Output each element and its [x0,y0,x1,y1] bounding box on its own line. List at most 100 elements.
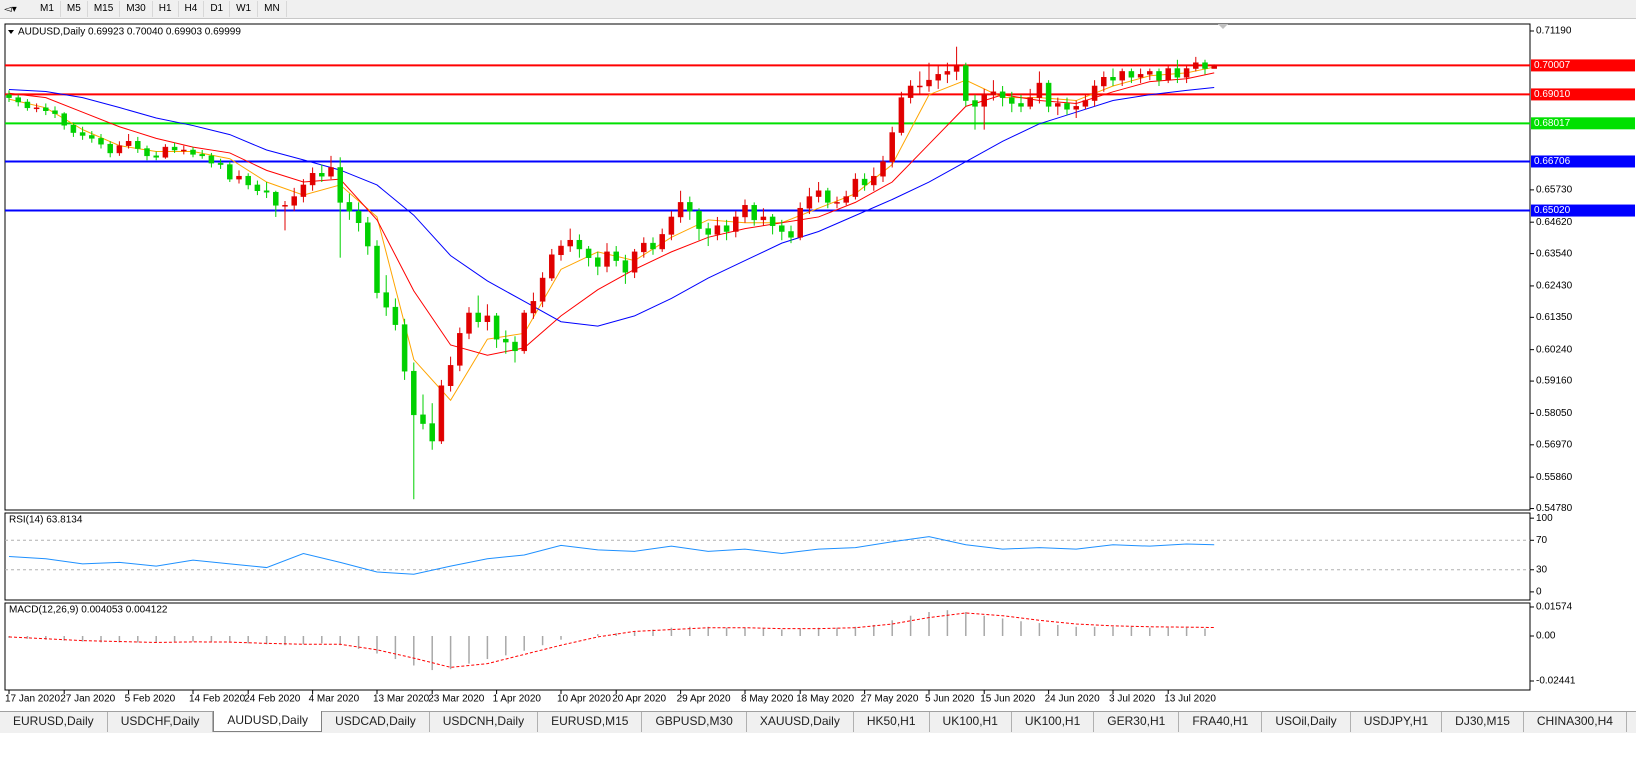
y-tick-label: 0.63540 [1536,248,1573,259]
candle-body [549,254,555,279]
candle-body [374,245,380,293]
chart-tab[interactable]: AUDUSD,Daily [213,711,323,732]
toolbar-icon: ◅▾ [4,3,17,15]
candle-body [595,257,601,267]
chart-tab[interactable]: USOil,Daily [1262,712,1351,732]
candle-body [779,225,785,232]
x-tick-label: 1 Apr 2020 [493,694,542,705]
candle-body [944,71,951,75]
indicator-line [8,536,1215,575]
timeframe-button[interactable]: M30 [120,1,153,17]
y-tick-label: 0.54780 [1536,503,1573,514]
candle-body [889,132,895,162]
candle-body [98,138,104,145]
candle-body [567,239,573,247]
timeframe-button[interactable]: H1 [153,1,179,17]
timeframe-button[interactable]: M15 [88,1,121,17]
chart-tab[interactable]: HK50,H1 [854,712,930,732]
y-tick-label: 30 [1536,564,1548,575]
candle-body [972,100,978,107]
candle-body [438,385,445,442]
candle-body [1119,71,1125,81]
chart-tab[interactable]: FRA40,H1 [1179,712,1263,732]
candle-body [383,292,389,308]
candle-body [291,196,297,206]
timeframe-button[interactable]: D1 [204,1,231,17]
candle-body [843,196,849,203]
chart-tab[interactable]: GBPUSD,M30 [642,712,747,732]
level-label: 0.68017 [1534,118,1571,129]
y-tick-label: 0.64620 [1536,217,1573,228]
chart-tab[interactable]: USDCNH,Daily [430,712,539,732]
y-tick-label: 70 [1536,535,1548,546]
candle-body [24,101,31,109]
y-tick-label: 0.71190 [1536,26,1572,37]
y-tick-label: 0.55860 [1536,472,1573,483]
candle-body [769,216,776,226]
y-tick-label: 0.61350 [1536,312,1573,323]
x-tick-label: 5 Feb 2020 [125,694,176,705]
chart-tab[interactable]: USDJPY,H1 [1351,712,1443,732]
candle-body [33,107,40,110]
candle-body [162,146,169,158]
x-tick-label: 10 Apr 2020 [557,694,611,705]
candle-body [1091,85,1098,101]
chart-tab[interactable]: USDCHF,Daily [108,712,214,732]
candle-body [208,155,215,164]
chart-tab[interactable]: EURUSD,Daily [0,712,108,732]
chart-tab[interactable]: EURUSD,M15 [538,712,643,732]
chart-tab[interactable]: CHINA300,H4 [1524,712,1627,732]
x-tick-label: 18 May 2020 [796,694,854,705]
candle-body [1147,71,1153,75]
x-tick-label: 24 Jun 2020 [1045,694,1100,705]
x-tick-label: 14 Feb 2020 [189,694,246,705]
level-label: 0.66706 [1534,156,1571,167]
candle-body [1073,106,1079,110]
timeframe-button[interactable]: W1 [230,1,259,17]
chart-tab[interactable]: UK100,H1 [1012,712,1095,732]
timeframe-button[interactable]: M5 [61,1,88,17]
level-label-box [1531,88,1635,101]
candle-body [227,164,233,180]
candle-body [705,228,711,235]
timeframe-button[interactable]: H4 [179,1,205,17]
candle-body [273,191,279,206]
candle-body [558,245,564,256]
x-tick-label: 5 Jun 2020 [925,694,975,705]
timeframe-button[interactable]: MN [258,1,287,17]
candle-body [631,251,638,273]
candle-body [1165,68,1171,81]
chart-subtitle: 0.69923 0.70040 0.69903 0.69999 [88,27,241,38]
toolbar: ◅▾ M1 M5 M15 M30 H1 H4 D1 W1 MN [0,0,1636,19]
candle-body [935,74,941,81]
x-tick-label: 29 Apr 2020 [677,694,731,705]
candle-body [788,231,794,238]
chart-tab[interactable]: GER30,H1 [1094,712,1180,732]
candle-body [475,312,481,322]
chart-tab[interactable]: USDCAD,Daily [322,712,430,732]
candle-body [144,148,150,157]
moving-average [8,86,1215,327]
candle-body [825,190,831,203]
candle-body [6,94,12,98]
candle-body [742,205,748,218]
candle-body [1156,71,1162,81]
candle-body [52,110,58,114]
chart-tab[interactable]: XAUUSD,Daily [747,712,854,732]
candle-body [484,315,491,322]
candle-body [217,162,224,165]
timeframe-button[interactable]: M1 [34,1,61,17]
chart: AUDUSD,Daily 0.69923 0.70040 0.69903 0.6… [4,23,1635,705]
candle-body [981,94,987,107]
x-tick-label: 15 Jun 2020 [980,694,1035,705]
chart-tab[interactable]: UK100,H1 [930,712,1012,732]
candle-body [622,260,629,273]
candle-body [89,135,95,139]
x-tick-label: 13 Jul 2020 [1164,694,1216,705]
candle-body [806,196,813,209]
candle-body [999,91,1006,98]
candle-body [1137,74,1144,78]
level-label-box [1531,204,1635,217]
chart-tab[interactable]: DJ30,M15 [1442,712,1524,732]
